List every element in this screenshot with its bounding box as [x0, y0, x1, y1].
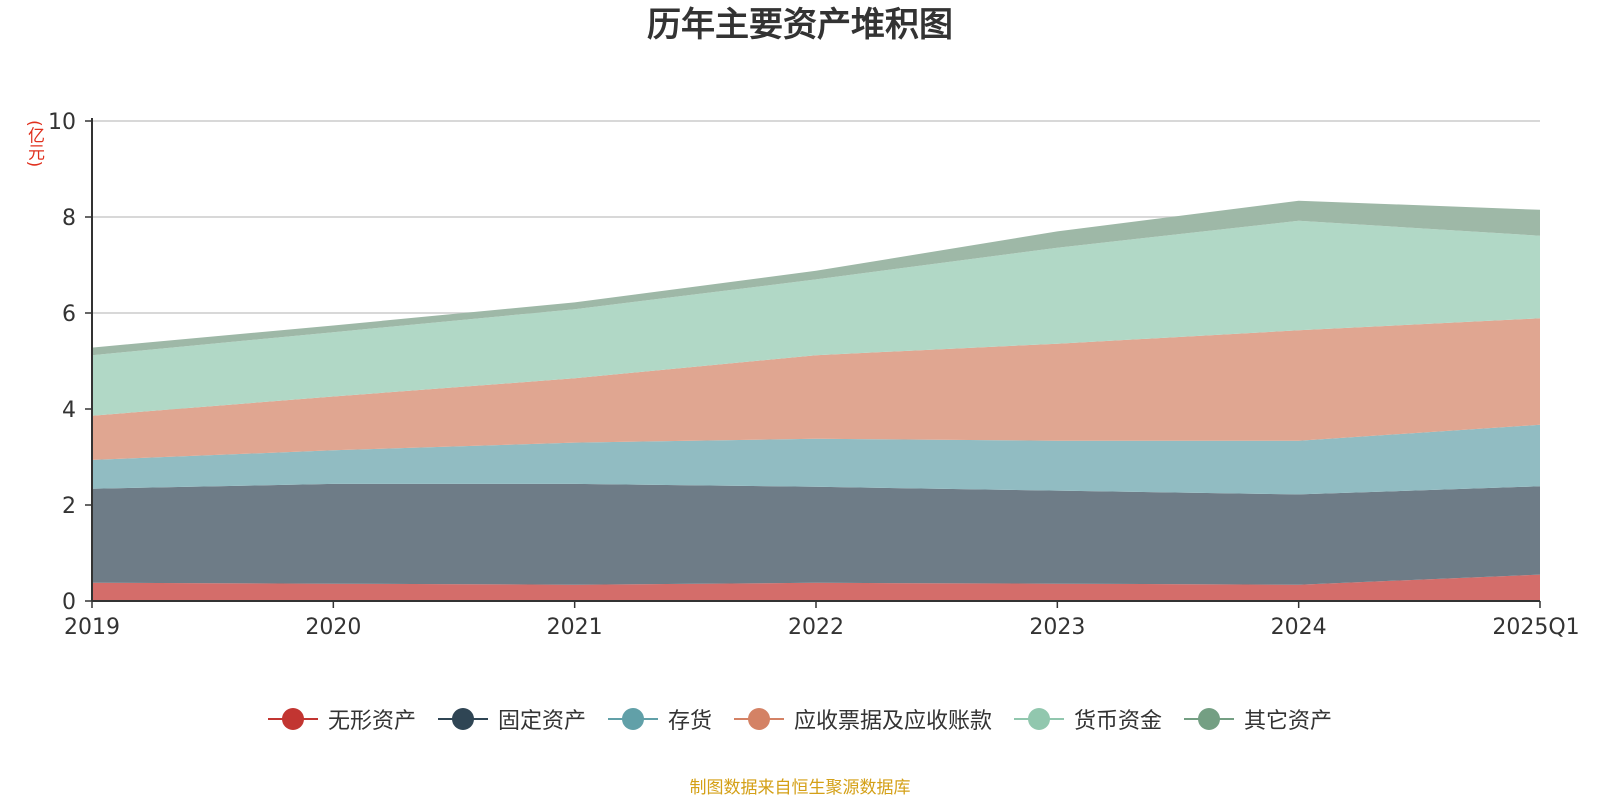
area-series-2: [92, 424, 1540, 495]
y-tick-label: 2: [62, 494, 76, 519]
chart-title: 历年主要资产堆积图: [647, 5, 953, 45]
area-series: [92, 200, 1540, 601]
legend-marker-icon: [734, 707, 784, 731]
x-tick-label: 2025Q1: [1492, 615, 1579, 640]
area-series-3: [92, 318, 1540, 460]
area-series-1: [92, 483, 1540, 585]
area-series-0: [92, 574, 1540, 601]
legend-marker-icon: [1014, 707, 1065, 731]
x-tick-label: 2021: [547, 615, 603, 640]
y-tick-label: 8: [62, 206, 76, 231]
legend-label: 其它资产: [1244, 709, 1333, 734]
legend-label: 货币资金: [1074, 709, 1163, 734]
y-tick-label: 4: [62, 398, 76, 423]
x-tick-label: 2022: [788, 615, 844, 640]
y-tick-label: 10: [48, 110, 76, 135]
legend-marker-icon: [267, 707, 318, 731]
legend-item[interactable]: 存货: [607, 703, 712, 735]
y-axis-unit-label: (亿元): [24, 120, 44, 168]
legend-item[interactable]: 货币资金: [1014, 703, 1162, 735]
legend-label: 固定资产: [497, 709, 586, 734]
y-tick-label: 0: [62, 590, 76, 615]
legend-label: 应收票据及应收账款: [794, 709, 993, 734]
y-tick-label: 6: [62, 302, 76, 327]
source-note: 制图数据来自恒生聚源数据库: [689, 778, 911, 798]
axes: [85, 118, 1541, 608]
legend-item[interactable]: 其它资产: [1184, 703, 1332, 735]
area-series-5: [92, 200, 1540, 356]
legend-marker-icon: [607, 707, 658, 731]
area-series-4: [92, 220, 1540, 416]
legend-item[interactable]: 固定资产: [437, 703, 586, 735]
legend-label: 无形资产: [327, 709, 416, 734]
legend-item[interactable]: 应收票据及应收账款: [734, 703, 992, 735]
legend: 无形资产 固定资产 存货 应收票据及应收账款 货币资金 其它资产: [0, 703, 1600, 735]
x-tick-label: 2019: [64, 615, 120, 640]
x-tick-label: 2023: [1029, 615, 1085, 640]
x-tick-label: 2024: [1271, 615, 1327, 640]
x-tick-label: 2020: [305, 615, 361, 640]
legend-marker-icon: [1184, 707, 1235, 731]
legend-item[interactable]: 无形资产: [267, 703, 416, 735]
legend-marker-icon: [437, 707, 488, 731]
legend-label: 存货: [667, 709, 712, 734]
tick-labels: 0 2 4 6 8 10 2019 2020 2021 2022 2023 2024 2025Q1: [48, 110, 1580, 640]
